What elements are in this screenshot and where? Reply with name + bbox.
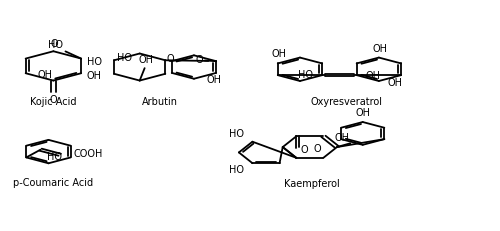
Text: O: O: [314, 144, 321, 154]
Text: COOH: COOH: [74, 149, 103, 159]
Text: Kaempferol: Kaempferol: [284, 179, 340, 189]
Text: p-Coumaric Acid: p-Coumaric Acid: [14, 178, 94, 188]
Text: Kojic Acid: Kojic Acid: [30, 97, 76, 107]
Text: HO: HO: [228, 165, 244, 175]
Text: HO: HO: [298, 70, 314, 80]
Text: O: O: [196, 55, 203, 65]
Text: Arbutin: Arbutin: [142, 97, 178, 107]
Text: OH: OH: [138, 55, 153, 65]
Text: HO: HO: [47, 152, 62, 162]
Text: O: O: [50, 94, 57, 105]
Text: OH: OH: [366, 71, 380, 81]
Text: OH: OH: [38, 70, 53, 80]
Text: OH: OH: [86, 71, 102, 81]
Text: OH: OH: [355, 107, 370, 118]
Text: O: O: [300, 145, 308, 155]
Text: Oxyresveratrol: Oxyresveratrol: [311, 97, 383, 107]
Text: OH: OH: [334, 133, 349, 143]
Text: O: O: [50, 40, 58, 49]
Text: OH: OH: [271, 49, 286, 59]
Text: OH: OH: [388, 78, 402, 88]
Text: HO: HO: [86, 57, 102, 67]
Text: OH: OH: [206, 75, 222, 85]
Text: OH: OH: [372, 43, 388, 54]
Text: O: O: [167, 54, 174, 64]
Text: HO: HO: [228, 129, 244, 140]
Text: HO: HO: [48, 40, 63, 50]
Text: HO: HO: [118, 53, 132, 63]
